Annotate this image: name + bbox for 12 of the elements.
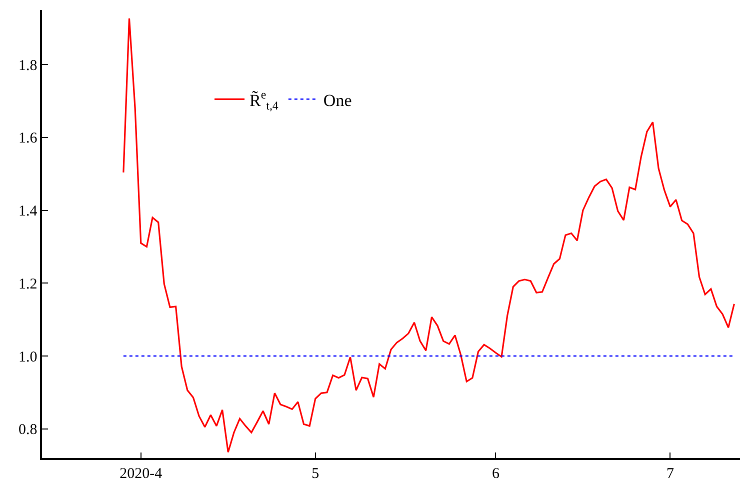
y-tick-label: 1.8: [18, 58, 38, 74]
x-tick-label: 7: [666, 466, 674, 482]
y-tick-label: 1.2: [18, 276, 38, 292]
line-series: [122, 18, 735, 453]
x-tick-label: 6: [492, 466, 500, 482]
legend-label: One: [323, 90, 352, 110]
y-tick-label: 1.6: [18, 130, 38, 147]
x-tick-label: 5: [312, 466, 320, 482]
y-tick-label: 0.8: [18, 422, 38, 438]
y-tick-label: 1.4: [18, 204, 38, 220]
y-tick-label: 1.0: [18, 349, 38, 366]
x-tick-label: 2020-4: [120, 466, 163, 482]
